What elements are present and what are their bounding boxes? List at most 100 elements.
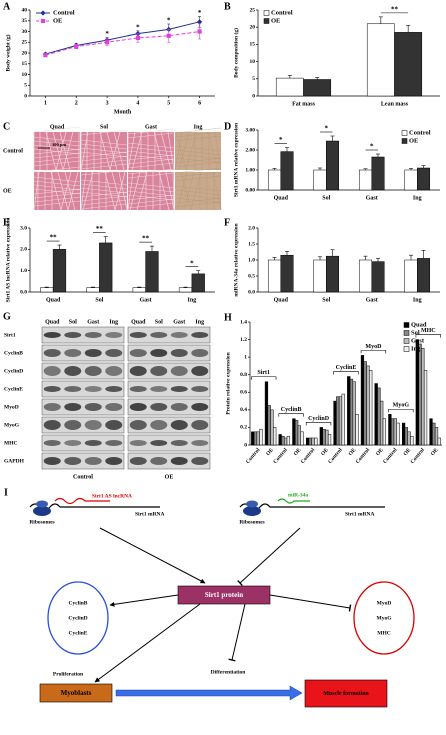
x-tick-label: OE: [265, 447, 275, 457]
inhibition-arrow: [237, 527, 301, 587]
x-tick-label: 6: [198, 100, 201, 106]
bar: [278, 434, 282, 446]
bar: [326, 140, 340, 191]
y-tick-label: 2.00: [245, 147, 255, 153]
fiber-edge: [174, 131, 183, 171]
group-bracket: [360, 350, 387, 354]
group-label: OE: [165, 474, 174, 480]
fiber-edge: [214, 131, 222, 171]
series-line: [45, 21, 200, 55]
y-tick-label: 0.6: [240, 390, 247, 396]
fiber-edge: [175, 131, 187, 171]
fiber-edge: [59, 131, 71, 171]
x-tick-label: Quad: [46, 297, 61, 303]
y-axis-label: Body weight (g): [4, 34, 11, 71]
fiber-edge: [174, 131, 222, 138]
blot-band: [150, 403, 168, 411]
bar: [284, 437, 288, 446]
histology-image: [175, 132, 221, 170]
blot-band: [105, 457, 123, 465]
x-tick-label: Gast: [140, 297, 152, 303]
fiber-edge: [82, 171, 94, 211]
significance: **: [96, 225, 104, 233]
blot-band: [170, 366, 188, 376]
group-label: MyoG: [393, 403, 410, 409]
blot-band: [129, 403, 147, 411]
bar: [305, 437, 310, 446]
x-tick-label: Gast: [366, 195, 378, 201]
legend-label: Control: [53, 9, 75, 16]
bar: [434, 427, 439, 446]
fiber-edge: [104, 171, 116, 211]
mrna-label: Sirt1 mRNA: [345, 511, 375, 517]
y-tick-label: 0: [24, 93, 27, 99]
bar: [295, 420, 299, 446]
fiber-edge: [127, 128, 175, 135]
x-tick-label: Sol: [322, 195, 330, 201]
x-tick-label: Quad: [274, 297, 289, 303]
fiber-edge: [127, 132, 175, 139]
y-tick-label: 15: [250, 42, 256, 48]
protein-label: GAPDH: [4, 458, 25, 464]
blot-strip: [127, 380, 211, 398]
y-tick-label: 20: [250, 24, 256, 30]
mrna-strand: [239, 503, 385, 511]
bar: [404, 259, 418, 293]
blot-strip: [127, 452, 211, 470]
blot-band: [170, 420, 188, 430]
legend-swatch: [403, 338, 410, 344]
x-tick-label: Control: [327, 447, 344, 465]
panel-label: D: [224, 121, 231, 132]
fiber-edge: [80, 183, 128, 190]
bar: [358, 169, 372, 191]
bar: [418, 343, 422, 446]
y-tick-label: 40: [22, 7, 28, 13]
blot-band: [43, 349, 61, 357]
bar: [417, 258, 431, 293]
bar: [410, 435, 414, 446]
fiber-edge: [174, 197, 222, 204]
fiber-edge: [33, 160, 81, 167]
bar: [391, 418, 395, 446]
fiber-edge: [80, 147, 128, 154]
fiber-edge: [127, 154, 175, 161]
bar: [333, 400, 337, 446]
blot-strip: [41, 452, 125, 470]
blot-band: [84, 403, 102, 411]
x-tick-label: OE: [348, 447, 358, 457]
myogenic-ellipse: [353, 581, 415, 655]
group-label: CyclinE: [336, 365, 357, 371]
fiber-pattern: [127, 168, 175, 211]
legend-label: Control: [271, 9, 293, 16]
significance: *: [325, 125, 329, 133]
bar: [297, 425, 301, 446]
lane-label: Quad: [131, 319, 146, 325]
blot-band: [170, 457, 188, 465]
fiber-edge: [33, 136, 81, 143]
blot-strip: [127, 362, 211, 380]
blot-strip: [127, 326, 211, 344]
blot-band: [43, 420, 61, 430]
blot-band: [170, 386, 188, 392]
y-tick-label: 0.5: [248, 273, 255, 279]
bar: [363, 361, 367, 446]
panel-label: B: [224, 1, 231, 12]
blot-band: [150, 349, 168, 357]
marker: [166, 33, 171, 38]
blot-band: [105, 420, 123, 430]
fiber-edge: [185, 131, 197, 171]
y-tick-label: 5: [24, 83, 27, 89]
x-tick-label: 5: [167, 100, 170, 106]
lane-label: Ing: [195, 319, 204, 325]
fiber-edge: [45, 131, 57, 171]
y-tick-label: 0.2: [240, 425, 247, 431]
bar: [371, 156, 385, 191]
group-bracket: [278, 413, 304, 417]
blot-band: [43, 403, 61, 411]
blot-band: [191, 457, 209, 465]
blot-band: [64, 457, 82, 465]
blot-band: [43, 332, 61, 338]
fiber-edge: [33, 166, 81, 173]
bar: [404, 427, 408, 446]
legend-label: OE: [409, 137, 418, 144]
